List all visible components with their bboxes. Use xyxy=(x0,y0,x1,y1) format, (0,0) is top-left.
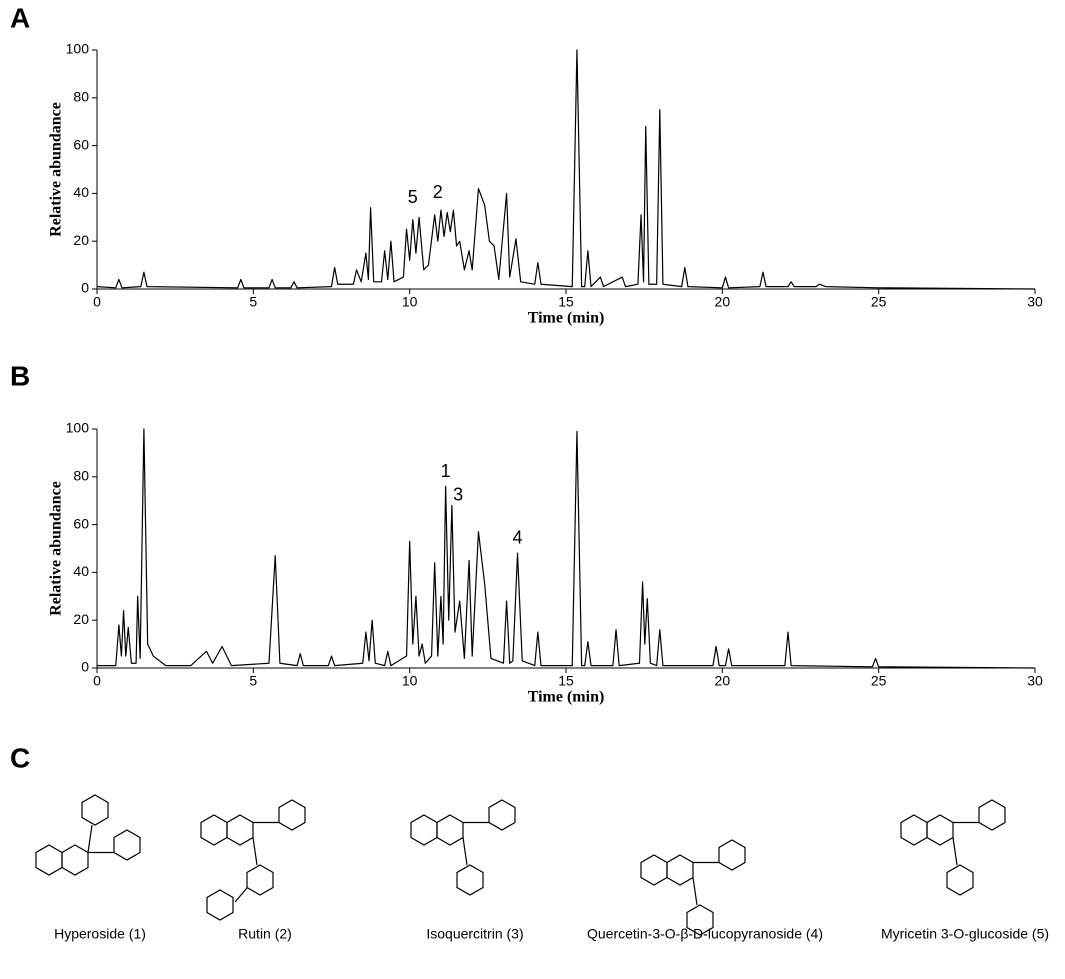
y-tick-label: 80 xyxy=(73,468,89,484)
y-tick-label: 0 xyxy=(81,280,89,296)
x-tick-label: 30 xyxy=(1027,294,1043,310)
structure-ring xyxy=(666,854,694,886)
chromatogram-line xyxy=(97,428,1036,669)
structure-ring xyxy=(978,799,1006,831)
structure-ring xyxy=(226,814,254,846)
structure-ring xyxy=(113,829,141,861)
peak-annotation: 4 xyxy=(513,528,523,548)
y-tick-label: 60 xyxy=(73,136,89,152)
panel-label: C xyxy=(10,742,30,773)
x-axis-title: Time (min) xyxy=(528,310,605,327)
x-tick-label: 5 xyxy=(249,294,257,310)
x-tick-label: 0 xyxy=(93,294,101,310)
structure-ring xyxy=(946,864,974,896)
x-axis-title: Time (min) xyxy=(528,689,605,706)
y-tick-label: 100 xyxy=(66,420,90,436)
x-tick-label: 10 xyxy=(402,673,418,689)
structure-ring xyxy=(640,854,668,886)
structure-ring xyxy=(200,814,228,846)
x-tick-label: 25 xyxy=(871,673,887,689)
compound-name: Hyperoside (1) xyxy=(54,926,146,942)
structure-ring xyxy=(206,889,234,921)
structure-ring xyxy=(718,839,746,871)
y-tick-label: 20 xyxy=(73,611,89,627)
x-tick-label: 15 xyxy=(558,673,574,689)
structure-ring xyxy=(900,814,928,846)
y-tick-label: 100 xyxy=(66,41,90,57)
y-tick-label: 20 xyxy=(73,232,89,248)
x-tick-label: 20 xyxy=(715,294,731,310)
compound-name: Myricetin 3-O-glucoside (5) xyxy=(881,926,1049,942)
y-axis-title: Relative abundance xyxy=(48,102,65,237)
x-tick-label: 20 xyxy=(715,673,731,689)
y-tick-label: 80 xyxy=(73,89,89,105)
compound-name: Quercetin-3-O-β-D-lucopyranoside (4) xyxy=(587,926,823,942)
x-tick-label: 5 xyxy=(249,673,257,689)
chromatogram-line xyxy=(96,49,1036,290)
structure-ring xyxy=(410,814,438,846)
structure-ring xyxy=(278,799,306,831)
x-tick-label: 10 xyxy=(402,294,418,310)
structure-bond xyxy=(692,877,698,906)
x-tick-label: 30 xyxy=(1027,673,1043,689)
structure-ring xyxy=(686,904,714,936)
peak-annotation: 2 xyxy=(433,182,443,202)
structure-ring xyxy=(35,844,63,876)
structure-bond xyxy=(87,824,93,853)
structure-bond xyxy=(234,887,248,903)
structure-ring xyxy=(436,814,464,846)
y-axis-title: Relative abundance xyxy=(48,481,65,616)
structure-ring xyxy=(926,814,954,846)
compound-name: Rutin (2) xyxy=(238,926,292,942)
peak-annotation: 5 xyxy=(408,187,418,207)
peak-annotation: 3 xyxy=(453,485,463,505)
x-tick-label: 25 xyxy=(871,294,887,310)
panel-label: A xyxy=(10,2,30,33)
structure-ring xyxy=(61,844,89,876)
structure-ring xyxy=(81,794,109,826)
x-tick-label: 15 xyxy=(558,294,574,310)
structure-ring xyxy=(488,799,516,831)
structure-ring xyxy=(456,864,484,896)
y-tick-label: 60 xyxy=(73,515,89,531)
peak-annotation: 1 xyxy=(441,461,451,481)
structure-bond xyxy=(952,837,958,866)
structure-bond xyxy=(462,837,468,866)
x-tick-label: 0 xyxy=(93,673,101,689)
y-tick-label: 40 xyxy=(73,563,89,579)
compound-name: Isoquercitrin (3) xyxy=(426,926,523,942)
structure-ring xyxy=(246,864,274,896)
panel-label: B xyxy=(10,360,30,391)
y-tick-label: 0 xyxy=(81,659,89,675)
y-tick-label: 40 xyxy=(73,184,89,200)
structure-bond xyxy=(252,837,258,866)
